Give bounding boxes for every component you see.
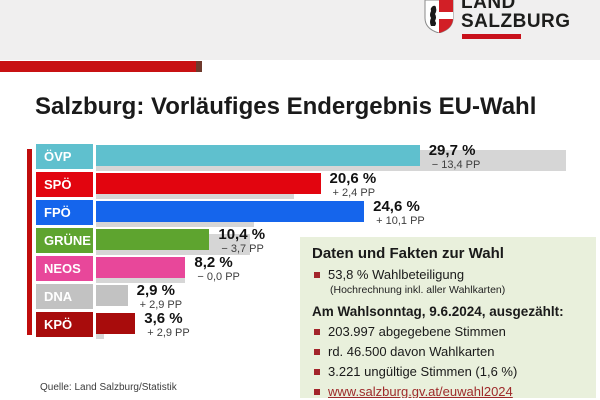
logo-text-line1: LAND: [461, 0, 516, 13]
party-label: DNA: [36, 284, 93, 309]
change-pp: + 2,4 PP: [332, 187, 376, 199]
change-pp: + 10,1 PP: [376, 215, 425, 227]
facts-box: Daten und Fakten zur Wahl 53,8 % Wahlbet…: [300, 237, 596, 398]
result-percent: 24,6 %: [373, 198, 420, 215]
bar-track: 2,9 % + 2,9 PP: [96, 283, 596, 311]
value-label: 8,2 % − 0,0 PP: [194, 254, 240, 284]
invalid-votes-text: 3.221 ungültige Stimmen (1,6 %): [328, 364, 518, 379]
red-accent-bar: [0, 61, 202, 72]
election-results-link[interactable]: www.salzburg.gv.at/euwahl2024: [328, 384, 513, 398]
value-label: 10,4 % − 3,7 PP: [218, 226, 266, 256]
result-bar: [96, 201, 365, 222]
value-label: 20,6 % + 2,4 PP: [329, 170, 377, 200]
logo-underline: [462, 34, 521, 39]
party-label: SPÖ: [36, 172, 93, 197]
source-note: Quelle: Land Salzburg/Statistik: [40, 382, 177, 393]
salzburg-coat-of-arms-icon: [424, 0, 454, 33]
postal-votes-text: rd. 46.500 davon Wahlkarten: [328, 344, 495, 359]
result-bar: [96, 229, 210, 250]
bullet-icon: [314, 272, 320, 278]
chart: ÖVP 29,7 % − 13,4 PP SPÖ 20,6 % + 2,4 PP FPÖ 24…: [27, 143, 596, 339]
chart-row-sp: SPÖ 20,6 % + 2,4 PP: [36, 171, 596, 199]
facts-box-title: Daten und Fakten zur Wahl: [312, 245, 504, 262]
chart-axis-line: [27, 149, 32, 335]
chart-row-fp: FPÖ 24,6 % + 10,1 PP: [36, 199, 596, 227]
value-label: 2,9 % + 2,9 PP: [136, 282, 183, 312]
value-label: 3,6 % + 2,9 PP: [144, 310, 190, 340]
party-label: ÖVP: [36, 144, 93, 169]
result-percent: 20,6 %: [329, 170, 377, 187]
value-label: 24,6 % + 10,1 PP: [373, 198, 425, 228]
logo-text-line2: SALZBURG: [461, 11, 571, 32]
result-percent: 10,4 %: [218, 226, 266, 243]
red-accent-bar-end: [196, 61, 202, 72]
result-percent: 29,7 %: [428, 142, 476, 159]
change-pp: − 13,4 PP: [431, 159, 481, 171]
bar-track: 29,7 % − 13,4 PP: [96, 143, 596, 171]
bullet-icon: [314, 329, 320, 335]
turnout-note: (Hochrechnung inkl. aller Wahlkarten): [330, 284, 506, 296]
chart-rows: ÖVP 29,7 % − 13,4 PP SPÖ 20,6 % + 2,4 PP FPÖ 24…: [36, 143, 596, 339]
result-bar: [96, 313, 136, 334]
votes-cast-text: 203.997 abgegebene Stimmen: [328, 324, 506, 339]
party-label: NEOS: [36, 256, 93, 281]
result-bar: [96, 173, 321, 194]
page-title: Salzburg: Vorläufiges Endergebnis EU-Wah…: [35, 93, 537, 120]
chart-row-grne: GRÜNE 10,4 % − 3,7 PP: [36, 227, 596, 255]
turnout-text: 53,8 % Wahlbeteiligung: [328, 267, 465, 282]
chart-row-neos: NEOS 8,2 % − 0,0 PP: [36, 255, 596, 283]
bullet-icon: [314, 349, 320, 355]
bar-track: 20,6 % + 2,4 PP: [96, 171, 596, 199]
result-bar: [96, 145, 420, 166]
result-percent: 3,6 %: [144, 310, 183, 327]
change-pp: + 2,9 PP: [139, 299, 183, 311]
change-pp: − 0,0 PP: [197, 271, 240, 283]
party-label: KPÖ: [36, 312, 93, 337]
result-bar: [96, 285, 128, 306]
counted-heading: Am Wahlsonntag, 9.6.2024, ausgezählt:: [312, 304, 564, 319]
chart-row-kp: KPÖ 3,6 % + 2,9 PP: [36, 311, 596, 339]
party-label: FPÖ: [36, 200, 93, 225]
result-percent: 2,9 %: [136, 282, 175, 299]
header-band: [0, 0, 600, 60]
change-pp: − 3,7 PP: [221, 243, 264, 255]
bar-track: 8,2 % − 0,0 PP: [96, 255, 596, 283]
bullet-icon: [314, 389, 320, 395]
value-label: 29,7 % − 13,4 PP: [428, 142, 481, 172]
bar-track: 24,6 % + 10,1 PP: [96, 199, 596, 227]
bar-track: 3,6 % + 2,9 PP: [96, 311, 596, 339]
land-salzburg-logo: LAND SALZBURG: [424, 0, 571, 33]
chart-row-dna: DNA 2,9 % + 2,9 PP: [36, 283, 596, 311]
chart-row-vp: ÖVP 29,7 % − 13,4 PP: [36, 143, 596, 171]
bar-track: 10,4 % − 3,7 PP: [96, 227, 596, 255]
party-label: GRÜNE: [36, 228, 93, 253]
result-bar: [96, 257, 186, 278]
bullet-icon: [314, 369, 320, 375]
change-pp: + 2,9 PP: [147, 327, 190, 339]
result-percent: 8,2 %: [194, 254, 233, 271]
